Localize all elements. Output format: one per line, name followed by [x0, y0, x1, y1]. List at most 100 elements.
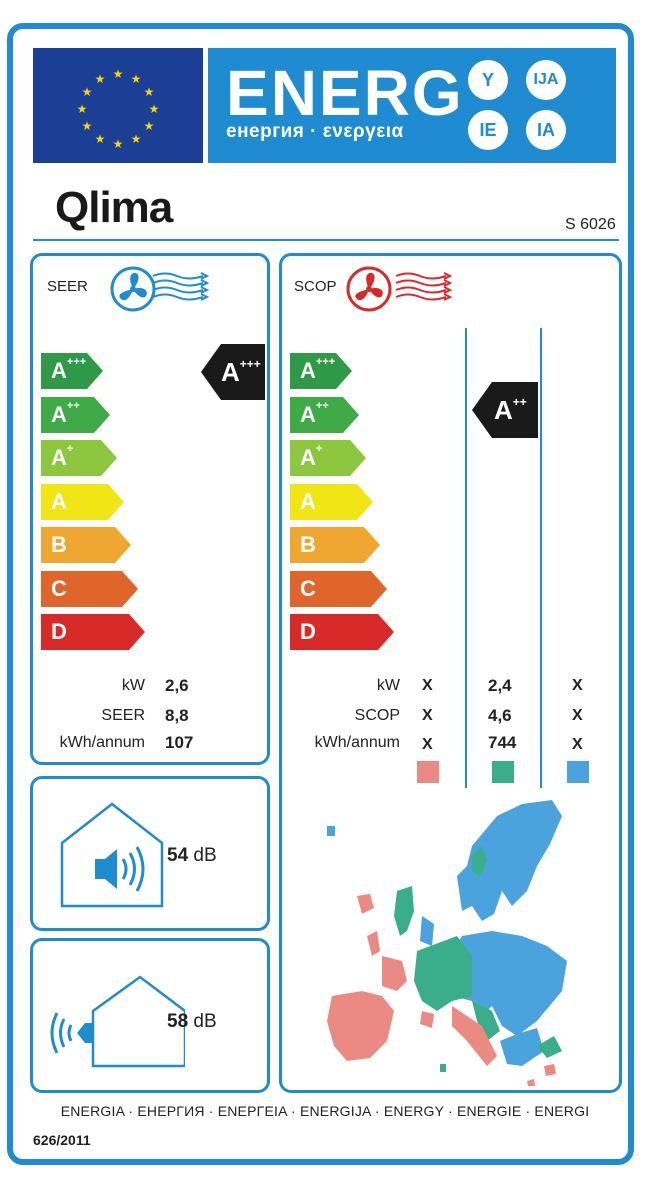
energy-class-label: C [300, 575, 316, 601]
model-number: S 6026 [565, 216, 616, 233]
seer-indicator-letter: A [221, 357, 240, 387]
energy-class-label: C [51, 575, 67, 601]
fan-icon [344, 264, 394, 319]
zone-divider [465, 328, 467, 788]
outdoor-noise-unit: dB [193, 1011, 217, 1032]
airflow-icon [394, 270, 454, 307]
energy-class-arrow: B [41, 527, 131, 563]
brand-logo: Qlima [55, 183, 173, 232]
svg-text:★: ★ [149, 102, 160, 116]
energy-class-arrow: C [41, 570, 138, 607]
scop-warm-value: X [572, 736, 583, 753]
energy-class-label: B [300, 532, 316, 557]
energy-class-label: D [300, 619, 316, 644]
energy-class-arrow: A++ [290, 396, 359, 433]
europe-map-icon [322, 796, 582, 1091]
energ-title: ENERG [226, 57, 464, 129]
scop-cold-value: X [422, 707, 433, 724]
energy-class-arrow: D [290, 614, 394, 650]
svg-text:★: ★ [82, 119, 93, 133]
indoor-noise-number: 54 [167, 845, 189, 866]
lang-code: IJA [526, 60, 566, 100]
scop-row-label: SCOP [354, 707, 400, 724]
energy-class-plus: ++ [315, 399, 329, 412]
svg-text:★: ★ [144, 85, 155, 99]
energy-class-plus: +++ [66, 356, 87, 368]
indoor-noise-panel: 54 dB [30, 776, 270, 931]
svg-text:★: ★ [131, 132, 142, 146]
scop-row-label: kW [376, 677, 400, 694]
scop-avg-value: 744 [488, 733, 517, 752]
seer-row-label: SEER [101, 707, 145, 724]
energy-class-arrow: A++ [41, 396, 110, 433]
svg-text:★: ★ [82, 85, 93, 99]
seer-panel: SEER A+++ A++ A+ A B C D A+++ kW 2,6 SEER 8,8 … [30, 253, 270, 765]
outdoor-noise-value: 58 dB [167, 1011, 217, 1033]
scop-warm-value: X [572, 707, 583, 724]
energy-class-plus: + [315, 443, 323, 455]
lang-code: Y [468, 60, 508, 100]
energy-class-label: D [51, 619, 67, 644]
seer-row-value: 8,8 [165, 706, 189, 725]
scop-indicator-plus: ++ [512, 395, 527, 409]
seer-class-indicator: A+++ [201, 344, 265, 405]
svg-text:★: ★ [144, 119, 155, 133]
svg-text:★: ★ [113, 137, 124, 151]
energy-class-arrow: A+++ [290, 353, 352, 389]
seer-row-value: 2,6 [165, 676, 189, 695]
zone-swatch-warm [567, 761, 589, 783]
energy-class-label: B [51, 532, 67, 557]
lang-code: IA [526, 110, 566, 150]
svg-text:★: ★ [95, 72, 106, 86]
energy-class-arrow: A [290, 483, 373, 520]
energy-class-plus: ++ [66, 399, 80, 412]
energy-class-arrow: B [290, 527, 380, 563]
energy-class-label: A [51, 488, 67, 514]
scop-row-label: kWh/annum [314, 734, 400, 751]
scop-indicator-letter: A [494, 395, 513, 425]
scop-title: SCOP [294, 278, 337, 295]
scop-avg-value: 4,6 [488, 706, 512, 725]
eu-flag-icon: ★ ★ ★ ★ ★ ★ ★ ★ ★ ★ ★ ★ [33, 48, 203, 163]
speaker-icon [45, 971, 187, 1076]
scop-warm-value: X [572, 677, 583, 694]
energy-class-label: A+ [300, 443, 323, 470]
seer-indicator-plus: +++ [239, 357, 261, 371]
scop-panel: SCOP A+++ A++ A+ A B C D A++ kW X 2,4 X SCOP X [279, 253, 622, 1093]
header-divider [33, 239, 619, 241]
seer-row-label: kW [121, 677, 145, 694]
indoor-noise-unit: dB [193, 845, 217, 866]
energy-class-arrow: D [41, 614, 145, 650]
house-icon [57, 801, 167, 916]
indoor-noise-value: 54 dB [167, 845, 217, 867]
energy-subtitle: енергия · ενεργεια [226, 121, 404, 142]
energy-class-arrow: A+ [290, 440, 366, 476]
airflow-icon [151, 270, 211, 307]
seer-title: SEER [47, 278, 88, 295]
energy-class-plus: + [66, 443, 74, 455]
scop-class-indicator: A++ [472, 382, 538, 443]
outdoor-noise-panel: 58 dB [30, 938, 270, 1093]
energy-header-band: ENERG енергия · ενεργεια Y IJA IE IA [208, 48, 616, 163]
energy-class-label: A+++ [300, 356, 336, 383]
zone-swatch-average [492, 761, 514, 783]
svg-text:★: ★ [77, 102, 88, 116]
energy-class-arrow: A+ [41, 440, 117, 476]
energy-class-arrow: A+++ [41, 353, 103, 389]
svg-text:★: ★ [131, 72, 142, 86]
regulation-number: 626/2011 [33, 1132, 91, 1148]
svg-text:★: ★ [113, 67, 124, 81]
seer-row-label: kWh/annum [59, 734, 145, 751]
seer-row-value: 107 [165, 733, 194, 752]
zone-swatch-cold [417, 761, 439, 783]
svg-text:★: ★ [95, 132, 106, 146]
energy-class-arrow: C [290, 570, 387, 607]
energy-class-label: A+ [51, 443, 74, 470]
scop-cold-value: X [422, 677, 433, 694]
energy-class-arrow: A [41, 483, 124, 520]
scop-cold-value: X [422, 736, 433, 753]
outdoor-noise-number: 58 [167, 1011, 189, 1032]
energy-class-label: A+++ [51, 356, 87, 383]
lang-code: IE [468, 110, 508, 150]
energy-class-label: A [300, 488, 316, 514]
